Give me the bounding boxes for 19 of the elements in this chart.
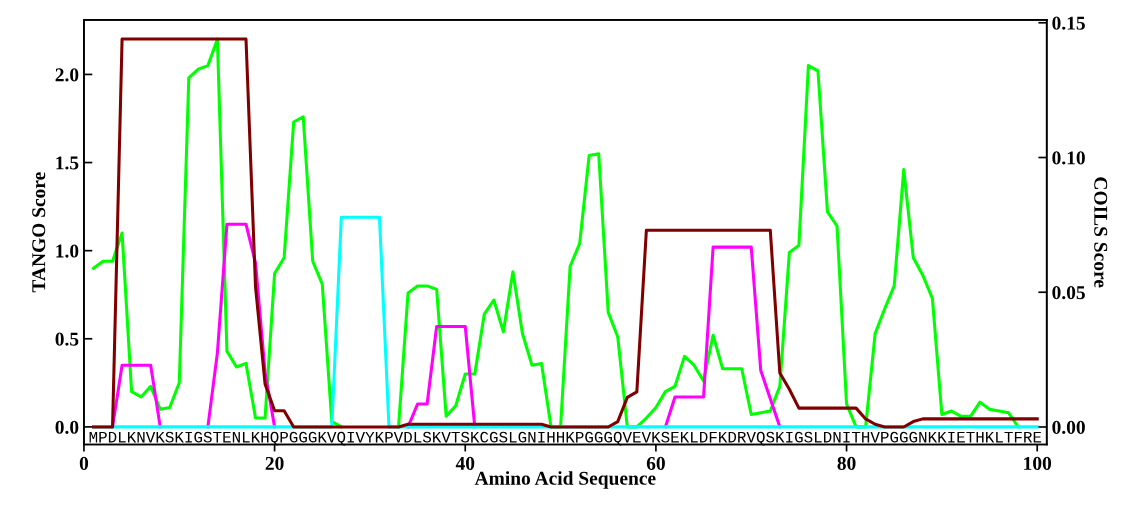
y-tick-label: 1.5: [56, 156, 79, 170]
y2-tick-label: 0.10: [1052, 151, 1085, 165]
y-tick-label: 0.0: [55, 420, 79, 434]
x-tick-label: 20: [265, 456, 284, 470]
y-tick-label: 0.5: [55, 332, 79, 346]
y2-tick-label: 0.05: [1052, 286, 1085, 300]
x-tick-label: 100: [1024, 456, 1052, 470]
x-tick-label: 80: [837, 456, 856, 470]
y2-axis-title: COILS Score: [1094, 177, 1108, 288]
y2-tick-label: 0.15: [1052, 16, 1085, 30]
x-tick-label: 0: [79, 456, 89, 470]
y-tick-label: 1.0: [56, 244, 79, 258]
x-tick-label: 60: [646, 456, 665, 470]
annotation: MPDLKNVKSKIGSTENLKHQPGGGKVQIVYKPVDLSKVTSKCGSLGNIHHKPGGGQVEVKSEKLDFKDRVQSKIGSLDNITHVPGGGNKKIETHKLTFRE: [89, 431, 1042, 446]
x-axis-title: Amino Acid Sequence: [474, 471, 656, 489]
y-tick-label: 2.0: [55, 68, 79, 82]
y2-tick-label: 0.00: [1052, 420, 1085, 435]
y-axis-title: TANGO Score: [32, 172, 46, 293]
x-tick-label: 40: [455, 456, 475, 470]
